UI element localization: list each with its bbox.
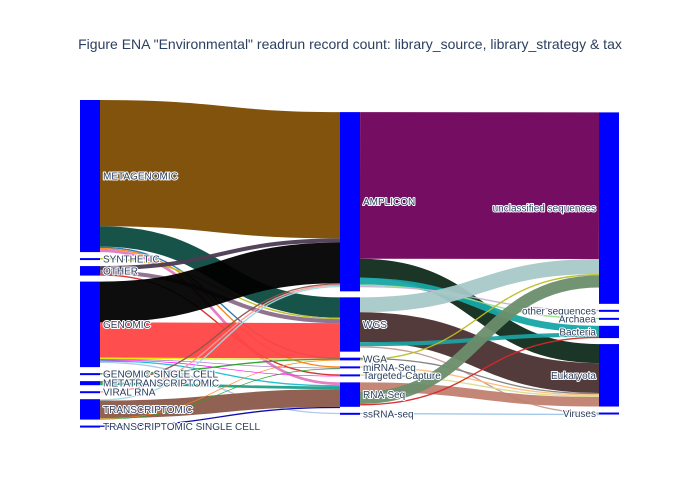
- node-targeted-capture[interactable]: [340, 374, 360, 377]
- link-wga-to-unclassified-sequences[interactable]: [359, 273, 600, 361]
- link-wga-to-eukaryota[interactable]: [359, 357, 600, 395]
- link-metatranscriptomic-to-amplicon[interactable]: [99, 283, 341, 383]
- link-metagenomic-to-rna-seq[interactable]: [99, 249, 341, 386]
- link-transcriptomic-single-cell-to-rna-seq[interactable]: [99, 406, 341, 427]
- node-label-other: OTHER: [103, 266, 138, 277]
- link-metagenomic-to-mirna-seq[interactable]: [99, 248, 341, 368]
- link-amplicon-to-eukaryota[interactable]: [359, 258, 600, 364]
- node-label-wgs: WGS: [363, 320, 387, 331]
- node-other[interactable]: [80, 266, 100, 276]
- node-label-transcriptomic-single-cell: TRANSCRIPTOMIC SINGLE CELL: [103, 422, 261, 433]
- nodes-layer: [80, 100, 619, 428]
- link-genomic-to-rna-seq[interactable]: [99, 360, 341, 387]
- link-amplicon-to-archaea[interactable]: [359, 284, 600, 320]
- node-viruses[interactable]: [599, 412, 619, 415]
- node-eukaryota[interactable]: [599, 344, 619, 407]
- link-metatranscriptomic-to-rna-seq[interactable]: [99, 382, 341, 390]
- node-label-genomic-single-cell: GENOMIC SINGLE CELL: [103, 370, 218, 381]
- link-ssrna-seq-to-viruses[interactable]: [359, 412, 600, 416]
- link-amplicon-to-other-sequences[interactable]: [359, 285, 600, 312]
- node-label-ssrna-seq: ssRNA-seq: [363, 409, 414, 420]
- node-label-archaea: Archaea: [559, 314, 597, 325]
- node-viral-rna[interactable]: [80, 391, 100, 394]
- link-rna-seq-to-unclassified-sequences[interactable]: [359, 275, 600, 405]
- link-genomic-to-ssrna-seq[interactable]: [99, 361, 341, 415]
- link-mirna-seq-to-eukaryota[interactable]: [359, 366, 600, 396]
- node-metagenomic[interactable]: [80, 100, 100, 253]
- node-bacteria[interactable]: [599, 325, 619, 339]
- links-layer: [99, 100, 600, 427]
- node-wga[interactable]: [340, 357, 360, 361]
- link-other-to-amplicon[interactable]: [99, 238, 341, 271]
- node-label-synthetic: SYNTHETIC: [103, 255, 160, 266]
- link-wgs-to-viruses[interactable]: [359, 346, 600, 414]
- link-wgs-to-eukaryota[interactable]: [359, 312, 600, 393]
- node-label-eukaryota: Eukaryota: [551, 371, 596, 382]
- node-mirna-seq[interactable]: [340, 366, 360, 369]
- chart-title: Figure ENA "Environmental" readrun recor…: [78, 36, 622, 52]
- node-rna-seq[interactable]: [340, 382, 360, 407]
- node-synthetic[interactable]: [80, 258, 100, 261]
- node-unclassified-sequences[interactable]: [599, 112, 619, 304]
- link-amplicon-to-bacteria[interactable]: [359, 277, 600, 333]
- node-wgs[interactable]: [340, 297, 360, 352]
- link-transcriptomic-to-wgs[interactable]: [99, 359, 341, 419]
- node-label-other-sequences: other sequences: [522, 306, 596, 317]
- node-label-mirna-seq: miRNA-Seq: [363, 363, 416, 374]
- link-transcriptomic-to-amplicon[interactable]: [99, 285, 341, 401]
- node-amplicon[interactable]: [340, 112, 360, 292]
- node-archaea[interactable]: [599, 317, 619, 320]
- link-transcriptomic-to-rna-seq[interactable]: [99, 389, 341, 419]
- node-genomic-single-cell[interactable]: [80, 373, 100, 376]
- node-label-metagenomic: METAGENOMIC: [103, 172, 178, 183]
- link-metagenomic-to-amplicon[interactable]: [99, 100, 341, 239]
- node-metatranscriptomic[interactable]: [80, 381, 100, 386]
- node-label-targeted-capture: Targeted-Capture: [363, 371, 441, 382]
- link-viral-rna-to-amplicon[interactable]: [99, 284, 341, 393]
- node-label-viruses: Viruses: [563, 409, 596, 420]
- link-targeted-capture-to-eukaryota[interactable]: [359, 374, 600, 398]
- node-label-bacteria: Bacteria: [559, 327, 596, 338]
- node-label-wga: WGA: [363, 355, 387, 366]
- node-other-sequences[interactable]: [599, 309, 619, 312]
- link-wgs-to-unclassified-sequences[interactable]: [359, 259, 600, 313]
- link-transcriptomic-to-mirna-seq[interactable]: [99, 368, 341, 420]
- link-genomic-to-wgs[interactable]: [99, 322, 341, 359]
- node-label-rna-seq: RNA-Seq: [363, 390, 405, 401]
- link-genomic-to-targeted-capture[interactable]: [99, 359, 341, 377]
- node-genomic[interactable]: [80, 281, 100, 368]
- node-label-metatranscriptomic: METATRANSCRIPTOMIC: [103, 379, 219, 390]
- link-genomic-single-cell-to-wgs[interactable]: [99, 358, 341, 375]
- node-label-transcriptomic: TRANSCRIPTOMIC: [103, 405, 193, 416]
- node-transcriptomic[interactable]: [80, 399, 100, 420]
- node-label-amplicon: AMPLICON: [363, 197, 415, 208]
- link-genomic-to-amplicon[interactable]: [99, 242, 341, 323]
- node-ssrna-seq[interactable]: [340, 412, 360, 415]
- node-label-unclassified-sequences: unclassified sequences: [493, 204, 596, 215]
- link-genomic-to-mirna-seq[interactable]: [99, 358, 341, 369]
- node-label-genomic: GENOMIC: [103, 320, 151, 331]
- link-rna-seq-to-bacteria[interactable]: [359, 336, 600, 406]
- node-transcriptomic-single-cell[interactable]: [80, 425, 100, 428]
- node-label-viral-rna: VIRAL RNA: [103, 388, 156, 399]
